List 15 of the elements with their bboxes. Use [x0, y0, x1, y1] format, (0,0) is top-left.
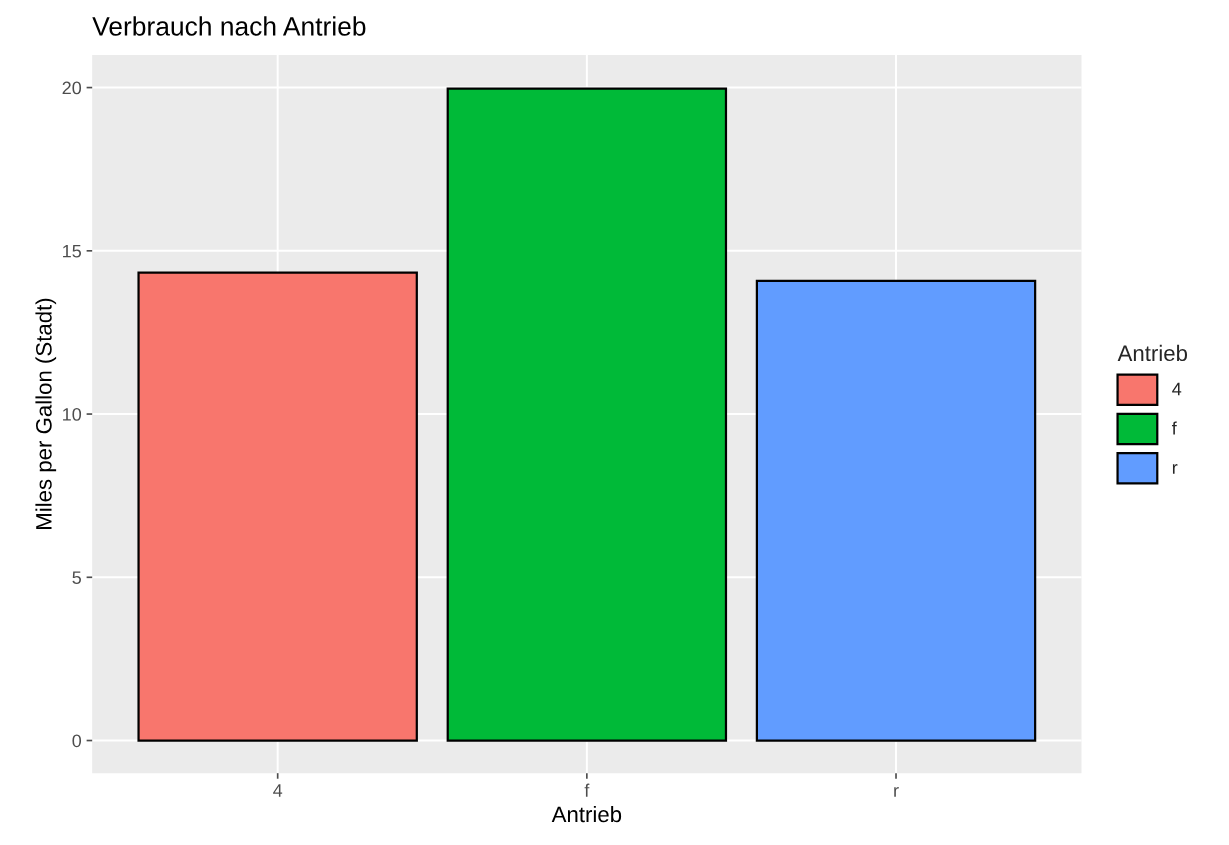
legend-label: f: [1171, 421, 1177, 435]
y-tick-label: 5: [72, 571, 81, 585]
x-axis-title: Antrieb: [551, 805, 622, 823]
chart-title: Verbrauch nach Antrieb: [92, 16, 366, 36]
y-tick-label: 15: [63, 244, 81, 258]
y-tick-label: 10: [63, 407, 82, 421]
legend-label: r: [1172, 464, 1178, 474]
y-tick-label: 20: [62, 81, 82, 95]
y-tick-label: 0: [72, 734, 82, 748]
legend-title: Antrieb: [1117, 344, 1188, 362]
x-tick-label: f: [584, 783, 590, 797]
x-tick-label: r: [894, 786, 899, 797]
x-tick-label: 4: [273, 784, 283, 797]
y-axis-title: Miles per Gallon (Stadt): [35, 298, 57, 529]
legend-label: 4: [1172, 382, 1182, 396]
